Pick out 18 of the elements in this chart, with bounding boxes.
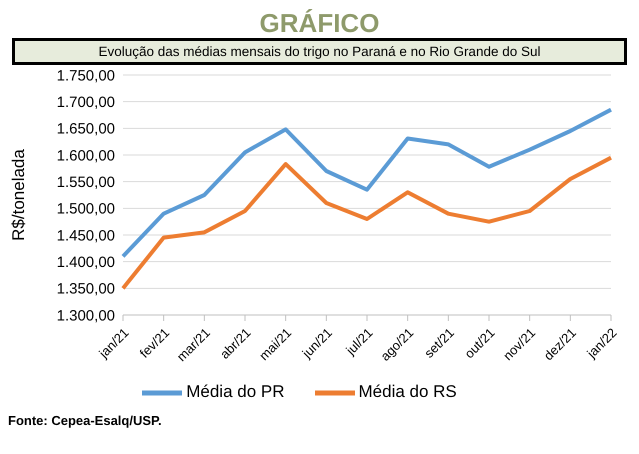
y-tick-label: 1.550,00 — [56, 174, 115, 191]
y-tick-label: 1.650,00 — [56, 120, 115, 138]
y-tick-label: 1.450,00 — [56, 227, 115, 244]
y-tick-label: 1.300,00 — [56, 307, 115, 324]
y-tick-label: 1.500,00 — [56, 200, 115, 218]
line-series — [121, 108, 613, 258]
y-tick-label: 1.600,00 — [56, 147, 115, 164]
legend-label: Média do RS — [358, 382, 457, 402]
chart-subtitle: Evolução das médias mensais do trigo no Paraná e no Rio Grande do Sul — [98, 44, 540, 59]
y-tick-label: 1.700,00 — [56, 94, 115, 111]
y-tick-label: 1.750,00 — [56, 67, 115, 84]
chart-title: GRÁFICO — [258, 8, 380, 38]
source-note: Fonte: Cepea-Esalq/USP. — [8, 413, 163, 428]
legend-label: Média do PR — [186, 382, 284, 402]
y-tick-label: 1.350,00 — [56, 280, 115, 298]
y-tick-label: 1.400,00 — [56, 254, 115, 271]
y-axis-title: R$/tonelada — [9, 148, 28, 241]
line-series — [121, 156, 613, 290]
